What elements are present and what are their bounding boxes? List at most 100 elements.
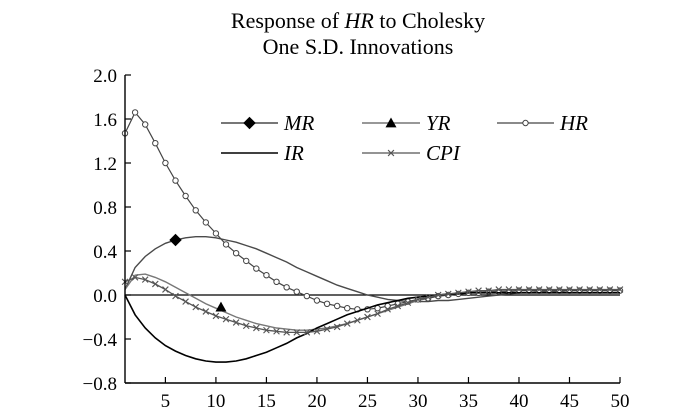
x-tick-label: 30 bbox=[408, 391, 427, 412]
legend-item-mr: MR bbox=[221, 111, 314, 135]
data-point-cpi bbox=[151, 280, 159, 288]
y-tick-label: −0.4 bbox=[83, 330, 118, 351]
data-point-hr bbox=[303, 292, 311, 300]
data-point-cpi bbox=[586, 286, 594, 293]
legend-label-ir: IR bbox=[283, 141, 304, 165]
legend-marker-mr bbox=[243, 116, 256, 130]
series-line-ir bbox=[124, 291, 620, 363]
data-point-cpi bbox=[404, 299, 412, 307]
y-tick-label: 1.6 bbox=[93, 110, 117, 131]
data-point-hr bbox=[142, 121, 149, 128]
data-point-cpi bbox=[566, 286, 573, 293]
data-point-cpi bbox=[374, 310, 381, 318]
data-point-cpi bbox=[455, 289, 462, 297]
x-tick-label: 20 bbox=[307, 391, 326, 412]
data-point-cpi bbox=[364, 313, 371, 321]
data-point-cpi bbox=[394, 302, 402, 310]
data-point-hr bbox=[273, 278, 280, 285]
x-tick-label: 40 bbox=[509, 391, 528, 412]
data-point-cpi bbox=[303, 329, 311, 336]
data-point-hr bbox=[202, 219, 210, 226]
data-point-hr bbox=[172, 177, 179, 184]
data-point-cpi bbox=[333, 323, 341, 331]
y-tick-label: 0.8 bbox=[93, 198, 117, 219]
data-point-cpi bbox=[343, 320, 351, 327]
data-point-cpi bbox=[596, 286, 604, 293]
x-tick-label: 50 bbox=[611, 391, 630, 412]
data-point-cpi bbox=[616, 286, 624, 293]
data-point-cpi bbox=[556, 286, 563, 293]
y-tick-label: 0.0 bbox=[93, 286, 117, 307]
x-tick-label: 5 bbox=[161, 391, 171, 412]
data-point-cpi bbox=[485, 287, 492, 294]
data-point-cpi bbox=[606, 286, 614, 293]
data-point-cpi bbox=[192, 303, 200, 311]
series-line-mr bbox=[124, 235, 620, 303]
legend-item-ir: IR bbox=[221, 141, 304, 165]
legend-label-hr: HR bbox=[559, 111, 588, 135]
data-point-hr bbox=[313, 297, 321, 304]
data-point-hr bbox=[253, 265, 260, 272]
legend-marker-yr bbox=[385, 117, 397, 128]
x-tick-label: 35 bbox=[459, 391, 478, 412]
data-point-cpi bbox=[384, 305, 391, 313]
data-point-hr bbox=[323, 300, 331, 307]
legend-marker-cpi bbox=[387, 149, 395, 157]
data-point-cpi bbox=[313, 327, 321, 335]
y-tick-label: −0.8 bbox=[83, 374, 117, 395]
data-point-cpi bbox=[465, 288, 472, 296]
data-point-cpi bbox=[444, 290, 452, 298]
data-point-cpi bbox=[576, 286, 583, 293]
data-point-cpi bbox=[323, 325, 331, 333]
chart-title: Response of HR to Cholesky One S.D. Inno… bbox=[231, 8, 485, 59]
data-point-cpi bbox=[505, 286, 513, 293]
legend-label-mr: MR bbox=[283, 111, 314, 135]
data-point-cpi bbox=[525, 286, 533, 293]
data-point-hr bbox=[212, 230, 220, 237]
data-point-cpi bbox=[242, 322, 250, 330]
data-point-cpi bbox=[182, 298, 189, 305]
x-tick-label: 25 bbox=[358, 391, 377, 412]
data-point-cpi bbox=[545, 286, 553, 293]
data-point-cpi bbox=[535, 286, 543, 293]
data-point-cpi bbox=[263, 326, 270, 334]
data-point-hr bbox=[131, 109, 139, 116]
y-tick-label: 1.2 bbox=[93, 154, 117, 175]
data-point-cpi bbox=[354, 316, 361, 324]
data-point-hr bbox=[182, 192, 189, 200]
x-tick-label: 15 bbox=[257, 391, 276, 412]
legend-marker-hr bbox=[522, 119, 529, 127]
data-point-cpi bbox=[212, 312, 220, 320]
legend-item-hr: HR bbox=[497, 111, 588, 135]
series-line-hr bbox=[124, 111, 620, 310]
legend-item-cpi: CPI bbox=[362, 141, 461, 165]
series-line-yr bbox=[124, 273, 620, 331]
data-point-cpi bbox=[475, 287, 482, 294]
data-point-cpi bbox=[414, 296, 422, 303]
data-point-cpi bbox=[162, 286, 169, 293]
data-point-cpi bbox=[232, 319, 240, 326]
annotation-marker-yr bbox=[215, 301, 227, 312]
data-point-cpi bbox=[283, 329, 290, 336]
data-point-hr bbox=[283, 284, 290, 291]
data-point-cpi bbox=[253, 324, 260, 332]
chart-title-line-1: Response of HR to Cholesky bbox=[231, 8, 485, 33]
legend-item-yr: YR bbox=[362, 111, 451, 135]
series-line-cpi bbox=[124, 276, 620, 334]
legend-label-cpi: CPI bbox=[426, 141, 461, 165]
data-point-hr bbox=[232, 250, 240, 257]
y-tick-label: 2.0 bbox=[93, 66, 117, 87]
x-tick-label: 45 bbox=[560, 391, 579, 412]
data-point-cpi bbox=[434, 291, 442, 299]
data-point-hr bbox=[222, 241, 230, 248]
data-point-cpi bbox=[273, 327, 280, 335]
data-point-cpi bbox=[424, 293, 432, 301]
y-tick-label: 0.4 bbox=[93, 242, 117, 263]
x-tick-label: 10 bbox=[206, 391, 225, 412]
data-point-cpi bbox=[293, 329, 301, 336]
data-point-hr bbox=[333, 302, 341, 310]
data-point-cpi bbox=[495, 286, 503, 293]
data-point-cpi bbox=[172, 292, 179, 300]
annotation-marker-mr bbox=[169, 233, 182, 247]
data-point-hr bbox=[293, 288, 300, 295]
